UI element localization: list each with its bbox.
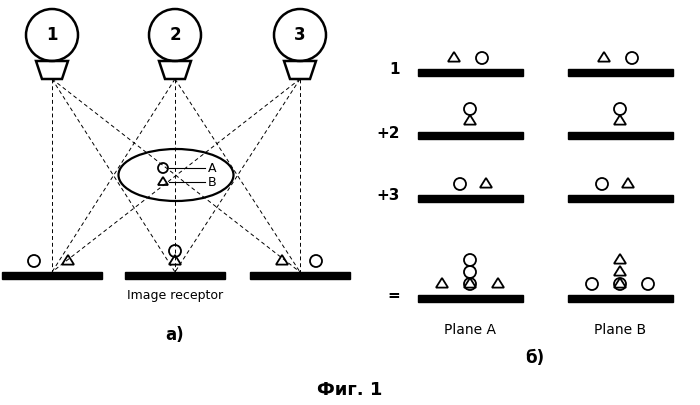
- Bar: [417, 294, 522, 301]
- Text: б): б): [526, 349, 545, 367]
- Text: B: B: [208, 175, 216, 188]
- Text: 3: 3: [294, 26, 306, 44]
- Bar: [568, 132, 673, 139]
- Text: Фиг. 1: Фиг. 1: [317, 381, 383, 399]
- Bar: [568, 68, 673, 75]
- Text: +3: +3: [377, 188, 400, 203]
- Text: A: A: [208, 162, 216, 175]
- Text: 1: 1: [389, 62, 400, 77]
- Text: =: =: [387, 288, 400, 303]
- Text: +2: +2: [377, 126, 400, 141]
- Bar: [417, 132, 522, 139]
- Bar: [568, 294, 673, 301]
- Text: Plane A: Plane A: [444, 323, 496, 337]
- Text: 1: 1: [46, 26, 57, 44]
- Bar: [2, 271, 102, 279]
- Text: 2: 2: [169, 26, 181, 44]
- Bar: [250, 271, 350, 279]
- Bar: [568, 194, 673, 202]
- Bar: [417, 68, 522, 75]
- Bar: [125, 271, 225, 279]
- Text: Image receptor: Image receptor: [127, 289, 223, 302]
- Bar: [417, 194, 522, 202]
- Text: a): a): [166, 326, 184, 344]
- Text: Plane B: Plane B: [594, 323, 646, 337]
